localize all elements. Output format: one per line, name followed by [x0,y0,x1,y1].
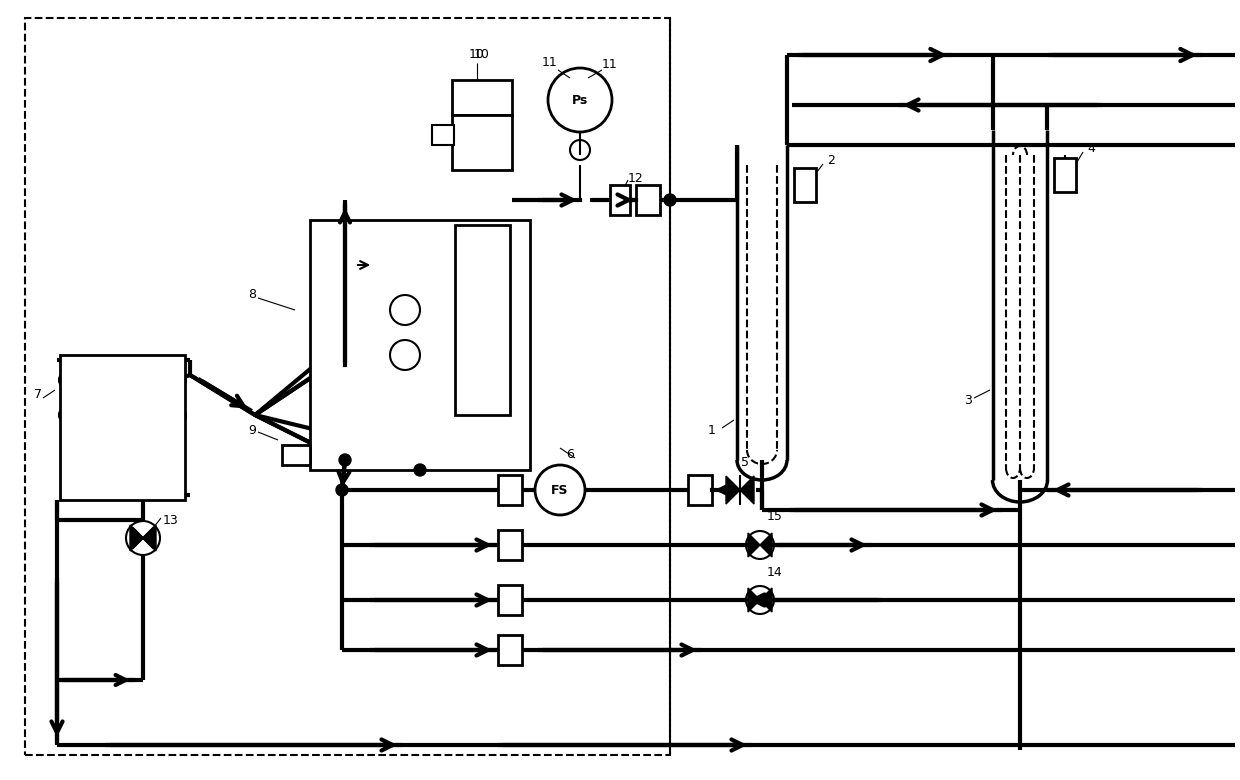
Text: 9: 9 [248,424,255,437]
Bar [432,125,454,145]
Bar [453,80,512,115]
Text: 15: 15 [768,510,782,523]
Text: 2: 2 [827,154,835,166]
Circle shape [339,454,351,466]
Polygon shape [760,533,773,557]
Polygon shape [143,525,156,551]
Circle shape [336,484,348,496]
Bar [498,475,522,505]
Bar [794,168,816,202]
Text: FS: FS [552,484,569,497]
Bar [281,445,310,465]
Bar [310,220,529,470]
Bar [636,185,660,215]
Polygon shape [130,525,143,551]
Polygon shape [760,588,773,612]
Polygon shape [748,588,760,612]
Text: 8: 8 [248,289,255,302]
Bar [455,225,510,415]
Bar [688,475,712,505]
Text: 5: 5 [742,456,749,469]
Bar [498,585,522,615]
Text: 11: 11 [542,55,558,69]
Text: 12: 12 [627,172,644,185]
Bar [610,185,630,215]
Bar [25,18,670,755]
Text: Ps: Ps [572,94,588,107]
Bar [60,355,185,500]
Bar [1054,158,1076,192]
Circle shape [414,464,427,476]
Text: 14: 14 [768,566,782,579]
Text: 7: 7 [33,388,42,402]
Polygon shape [748,533,760,557]
Bar [498,530,522,560]
Bar [453,115,512,170]
Polygon shape [725,476,740,504]
Text: 6: 6 [567,448,574,462]
Text: 1: 1 [708,424,715,437]
Text: 13: 13 [164,513,179,526]
Text: 10: 10 [469,48,485,62]
Bar [498,635,522,665]
Text: 11: 11 [603,58,618,72]
Text: 10: 10 [474,48,490,62]
Polygon shape [740,476,754,504]
Text: 4: 4 [1087,141,1095,154]
Circle shape [663,194,676,206]
Text: 3: 3 [963,393,972,406]
